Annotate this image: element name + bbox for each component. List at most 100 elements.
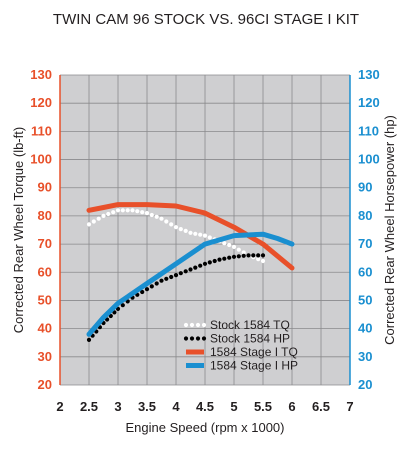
legend-swatch <box>189 322 195 328</box>
series-point <box>207 260 212 265</box>
y-tick-left-label: 110 <box>31 123 52 138</box>
series-point <box>236 254 241 259</box>
series-line <box>86 231 295 337</box>
x-axis-ticks: 2 2.5 3 3.5 4 4.5 5 5.5 6 6.5 7 <box>56 399 353 414</box>
y-tick-right-label: 110 <box>358 123 379 138</box>
y-tick-right-label: 20 <box>358 377 372 392</box>
y-tick-left-label: 20 <box>38 377 52 392</box>
series-point <box>222 256 227 261</box>
series-layer <box>86 202 295 342</box>
series-point <box>140 210 145 215</box>
series-2 <box>86 253 266 342</box>
y-tick-right-label: 30 <box>358 349 372 364</box>
legend-item: 1584 Stage I HP <box>186 359 298 373</box>
x-tick-label: 5 <box>230 399 237 414</box>
y-axis-right-label: Corrected Rear Wheel Horsepower (hp) <box>382 115 397 345</box>
legend-label: 1584 Stage I HP <box>210 359 298 373</box>
y-tick-left-label: 60 <box>38 264 52 279</box>
series-point <box>260 258 266 264</box>
x-tick-label: 5.5 <box>254 399 272 414</box>
series-point <box>144 287 150 292</box>
series-point <box>207 235 212 240</box>
series-point <box>241 253 246 258</box>
y-axis-right-ticks: 130 120 110 100 90 80 70 60 50 40 30 20 <box>358 67 380 392</box>
series-point <box>260 253 266 258</box>
series-point <box>149 284 154 289</box>
series-point <box>173 225 179 230</box>
y-tick-right-label: 130 <box>358 67 380 82</box>
y-tick-left-label: 120 <box>30 95 52 110</box>
series-point <box>159 278 164 283</box>
series-point <box>198 232 203 237</box>
series-point <box>164 219 169 224</box>
x-tick-label: 2.5 <box>80 399 98 414</box>
y-tick-left-label: 50 <box>38 292 52 307</box>
grid <box>59 74 351 386</box>
x-axis-label: Engine Speed (rpm x 1000) <box>126 420 285 435</box>
series-point <box>105 317 110 322</box>
series-point <box>86 337 92 342</box>
y-axis-left-label: Corrected Rear Wheel Torque (lb-ft) <box>11 127 26 333</box>
y-tick-left-label: 70 <box>38 236 52 251</box>
series-point <box>91 219 96 224</box>
series-point <box>159 216 164 221</box>
series-point <box>246 253 251 258</box>
y-axis-left-ticks: 130 120 110 100 90 80 70 60 50 40 30 20 <box>30 67 52 392</box>
series-point <box>227 242 232 248</box>
y-tick-left-label: 30 <box>38 349 52 364</box>
series-point <box>135 209 140 214</box>
legend-swatch <box>201 336 207 341</box>
series-point <box>198 263 203 268</box>
legend-swatch <box>195 322 201 328</box>
series-point <box>115 208 121 213</box>
series-3 <box>86 202 295 271</box>
series-point <box>120 303 125 308</box>
series-point <box>108 313 113 319</box>
y-tick-right-label: 40 <box>358 321 372 336</box>
series-point <box>222 241 227 246</box>
series-point <box>231 244 237 249</box>
y-tick-right-label: 60 <box>358 264 372 279</box>
series-point <box>183 228 188 233</box>
legend-swatch <box>201 322 207 328</box>
series-point <box>115 306 121 311</box>
series-point <box>154 214 159 219</box>
x-tick-label: 2 <box>56 399 63 414</box>
series-point <box>212 258 217 264</box>
series-point <box>241 250 246 255</box>
chart-title: TWIN CAM 96 STOCK VS. 96CI STAGE I KIT <box>53 11 359 28</box>
series-point <box>140 289 145 295</box>
series-point <box>193 231 198 236</box>
x-tick-label: 6 <box>288 399 295 414</box>
series-point <box>130 208 135 213</box>
legend-item: 1584 Stage I TQ <box>186 345 298 359</box>
series-point <box>256 253 261 258</box>
series-point <box>188 267 193 272</box>
legend-item: Stock 1584 TQ <box>183 318 290 332</box>
series-point <box>106 211 111 217</box>
x-tick-label: 4.5 <box>196 399 214 414</box>
series-point <box>173 273 179 278</box>
series-point <box>149 212 154 218</box>
series-line <box>86 202 295 271</box>
series-point <box>231 254 237 259</box>
series-point <box>217 257 222 262</box>
series-point <box>144 211 150 216</box>
y-tick-right-label: 100 <box>358 152 380 167</box>
series-point <box>202 261 208 266</box>
series-point <box>183 269 188 274</box>
y-tick-left-label: 130 <box>30 67 52 82</box>
x-tick-label: 6.5 <box>312 399 330 414</box>
y-tick-left-label: 40 <box>38 321 52 336</box>
series-point <box>120 208 125 213</box>
x-tick-label: 7 <box>346 399 353 414</box>
series-point <box>188 230 193 235</box>
y-tick-right-label: 120 <box>358 95 380 110</box>
legend-swatch <box>183 336 189 341</box>
series-point <box>125 208 130 213</box>
y-tick-right-label: 70 <box>358 236 372 251</box>
series-point <box>169 274 174 280</box>
y-tick-right-label: 50 <box>358 292 372 307</box>
